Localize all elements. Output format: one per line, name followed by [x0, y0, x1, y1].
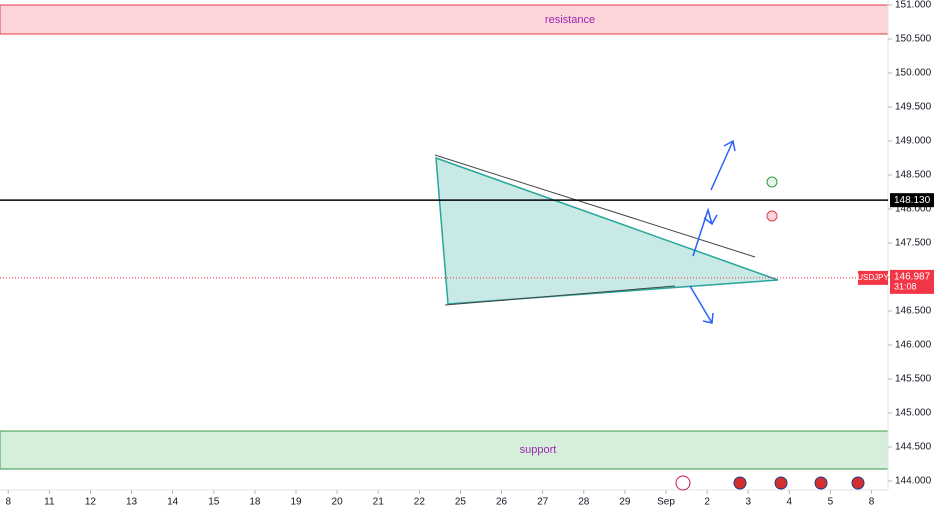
- y-tick-label: 146.000: [895, 340, 932, 351]
- x-tick-label: 2: [704, 497, 710, 508]
- y-tick-label: 149.500: [895, 102, 932, 113]
- x-tick-label: 12: [85, 497, 97, 508]
- arrow-down: [689, 285, 714, 324]
- trend-line: [444, 285, 676, 306]
- x-tick-label: 25: [455, 497, 467, 508]
- trend-line: [434, 154, 756, 258]
- x-tick-label: 15: [208, 497, 220, 508]
- stop-circle: [766, 210, 778, 222]
- resistance-label: resistance: [545, 14, 595, 26]
- x-tick-label: 21: [373, 497, 385, 508]
- price-line-box: [890, 193, 934, 208]
- x-tick-label: 11: [44, 497, 55, 508]
- y-tick-label: 150.500: [895, 34, 932, 45]
- y-tick-label: 148.000: [895, 204, 932, 215]
- arrow-up: [710, 139, 736, 191]
- x-tick-label: 18: [249, 497, 261, 508]
- event-icon: [675, 475, 691, 491]
- y-tick-label: 146.500: [895, 306, 932, 317]
- x-tick-label: 22: [414, 497, 426, 508]
- y-tick-label: 144.000: [895, 476, 932, 487]
- x-tick-label: 27: [537, 497, 549, 508]
- flag-icon: [851, 476, 865, 490]
- y-tick-label: 144.500: [895, 442, 932, 453]
- x-tick-label: 19: [290, 497, 302, 508]
- x-tick-label: 14: [167, 497, 179, 508]
- x-tick-label: 20: [332, 497, 344, 508]
- price-line-label: 148.130: [894, 195, 931, 206]
- y-tick-label: 148.500: [895, 170, 932, 181]
- target-circle: [766, 176, 778, 188]
- x-tick-label: Sep: [657, 497, 675, 508]
- triangle-pattern: [435, 156, 779, 305]
- x-tick-label: 26: [496, 497, 508, 508]
- arrow-up-small: [692, 207, 718, 257]
- last-price-box: [890, 269, 934, 294]
- flag-icon: [733, 476, 747, 490]
- x-tick-label: 5: [828, 497, 834, 508]
- x-tick-label: 4: [787, 497, 793, 508]
- x-tick-label: 8: [5, 497, 11, 508]
- y-tick-label: 145.000: [895, 408, 932, 419]
- support-zone: [0, 430, 889, 470]
- support-label: support: [520, 444, 557, 456]
- y-tick-label: 150.000: [895, 68, 932, 79]
- x-tick-label: 13: [126, 497, 138, 508]
- x-tick-label: 3: [745, 497, 751, 508]
- y-tick-label: 151.000: [895, 0, 932, 11]
- x-tick-label: 29: [619, 497, 631, 508]
- resistance-zone: [0, 4, 889, 35]
- countdown-label: 31:08: [894, 281, 917, 291]
- symbol-label: USDJPY: [857, 273, 889, 282]
- y-tick-label: 147.500: [895, 238, 932, 249]
- last-price-label: 146.987: [894, 272, 931, 283]
- y-tick-label: 145.500: [895, 374, 932, 385]
- symbol-box: [858, 270, 888, 285]
- y-tick-label: 149.000: [895, 136, 932, 147]
- flag-icon: [814, 476, 828, 490]
- flag-icon: [774, 476, 788, 490]
- x-tick-label: 8: [869, 497, 875, 508]
- x-tick-label: 28: [578, 497, 590, 508]
